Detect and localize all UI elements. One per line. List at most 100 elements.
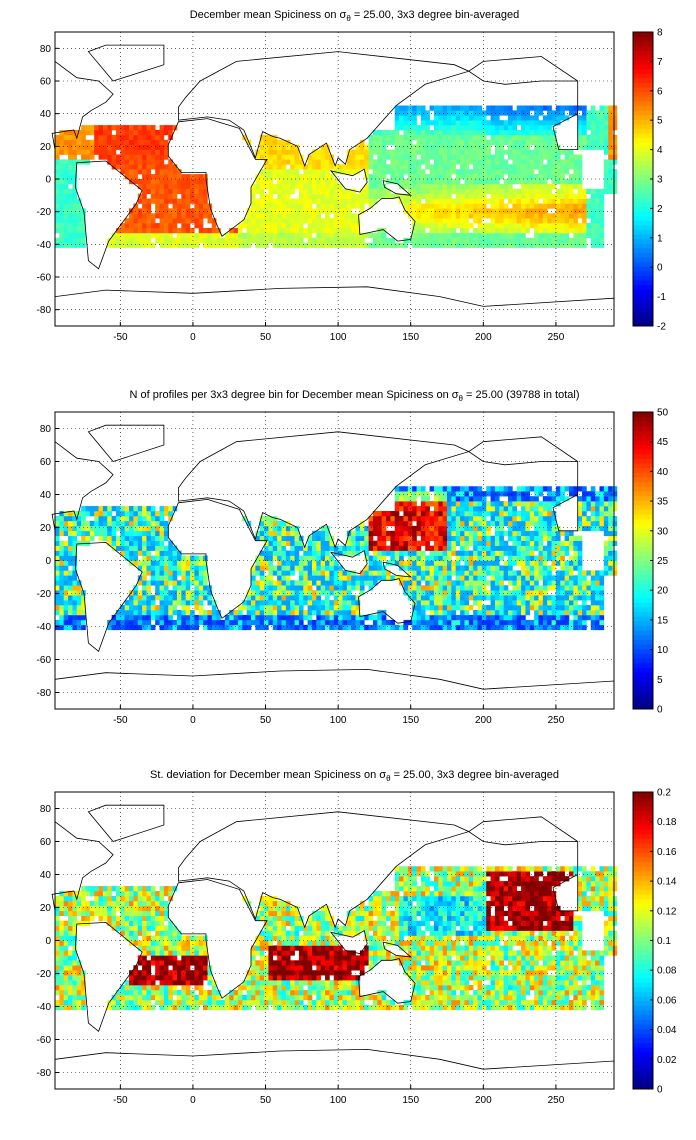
bin-cell [176,203,182,209]
bin-cell [298,560,304,566]
bin-cell [468,120,474,126]
bin-cell [390,174,396,180]
bin-cell [364,154,369,160]
bin-cell [455,619,461,626]
bin-cell [394,560,400,566]
bin-cell [433,506,439,512]
bin-cell [564,624,570,631]
bin-cell [451,525,457,532]
bin-cell [320,149,326,155]
bin-cell [420,501,426,507]
bin-cell [481,535,487,541]
bin-cell [447,486,452,492]
bin-cell [120,232,125,239]
bin-cell [185,208,191,214]
bin-cell [407,565,413,571]
bin-cell [447,125,452,131]
bin-cell [586,144,592,150]
bin-cell [325,555,330,561]
bin-cell [59,213,65,219]
bin-cell [185,555,191,561]
bin-cell [372,169,378,175]
bin-cell [460,614,465,621]
bin-cell [503,188,509,194]
bin-cell [407,540,413,546]
bin-cell [325,580,330,586]
bin-cell [494,540,500,546]
bin-cell [508,218,513,224]
bin-cell [203,193,208,199]
bin-cell [172,183,178,190]
bin-cell [255,149,261,155]
bin-cell [473,193,478,199]
bin-cell [129,232,134,239]
bin-cell [455,198,461,204]
bin-cell [59,139,65,145]
bin-cell [582,139,587,145]
bin-cell [176,183,182,190]
bin-cell [503,169,509,175]
colorbar-step [633,82,653,88]
bin-cell [320,159,326,165]
bin-cell [194,590,200,596]
bin-cell [329,159,335,165]
bin-cell [120,525,125,532]
bin-cell [333,575,339,581]
bin-cell [176,188,182,194]
bin-cell [582,130,587,136]
bin-cell [577,555,583,561]
bin-cell [582,208,587,214]
bin-cell [494,203,500,209]
bin-cell [81,520,86,527]
bin-cell [490,198,496,204]
bin-cell [499,535,504,541]
bin-cell [133,228,139,234]
bin-cell [568,619,574,626]
bin-cell [372,242,378,248]
bin-cell [133,590,139,596]
bin-cell [338,228,343,234]
bin-cell [420,223,426,229]
colorbar-step [633,133,653,139]
bin-cell [412,624,417,631]
bin-cell [438,535,443,541]
bin-cell [155,610,160,616]
bin-cell [55,580,60,586]
bin-cell [351,149,356,155]
bin-cell [499,164,504,170]
bin-cell [473,515,478,522]
bin-cell [272,223,278,229]
bin-cell [198,610,204,616]
bin-cell [599,203,605,209]
bin-cell [329,228,335,234]
bin-cell [542,198,548,204]
bin-cell [68,174,73,180]
colorbar-step [633,105,653,111]
bin-cell [94,130,99,136]
bin-cell [529,570,535,576]
bin-cell [551,134,557,141]
bin-cell [159,223,165,229]
bin-cell [290,585,295,591]
bin-cell [582,228,587,234]
bin-cell [368,515,374,522]
bin-cell [155,169,160,175]
bin-cell [168,183,173,190]
bin-cell [394,506,400,512]
bin-cell [246,213,252,219]
bin-cell [599,120,605,126]
bin-cell [460,595,465,601]
bin-cell [159,218,165,224]
bin-cell [68,213,73,219]
bin-cell [68,232,73,239]
bin-cell [460,120,465,126]
bin-cell [438,149,443,155]
bin-cell [455,506,461,512]
bin-cell [133,515,139,522]
bin-cell [311,550,317,556]
bin-cell [155,535,160,541]
bin-cell [521,120,526,126]
bin-cell [473,491,478,497]
bin-cell [281,154,287,160]
bin-cell [198,560,204,566]
